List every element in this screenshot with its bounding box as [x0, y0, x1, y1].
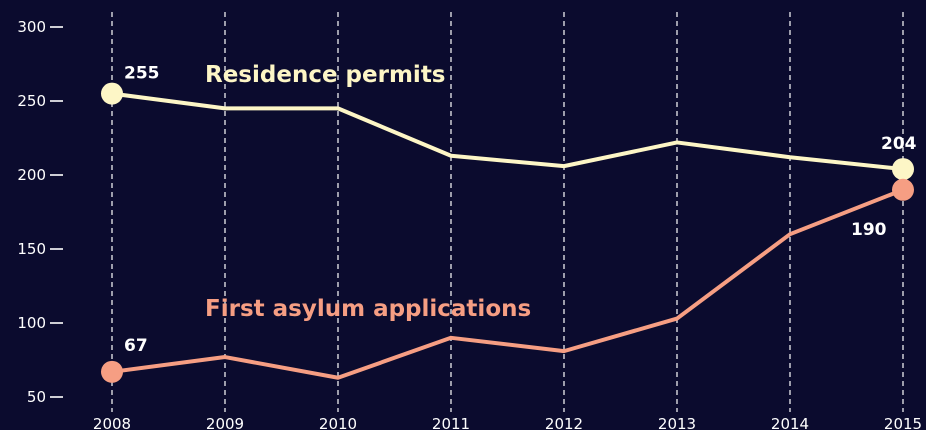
x-tick-label-2013: 2013: [658, 415, 696, 430]
data-labels: 255 204 67 190: [124, 64, 917, 356]
x-tick-label-2012: 2012: [545, 415, 583, 430]
data-label-first-asylum-applications-2015: 190: [851, 220, 887, 240]
series-line-first-asylum-applications: [110, 187, 905, 380]
series-label-first-asylum-applications: First asylum applications: [205, 296, 531, 322]
series-label-residence-permits: Residence permits: [205, 62, 446, 88]
series-line-residence-permits: [110, 91, 905, 172]
y-tick-label-200: 200: [17, 166, 46, 184]
series-markers: [101, 82, 914, 383]
marker-first-asylum-applications-2015: [892, 178, 914, 201]
x-tick-label-2009: 2009: [206, 415, 244, 430]
y-tick-label-250: 250: [17, 92, 46, 110]
x-tick-label-2015: 2015: [884, 415, 922, 430]
x-tick-label-2014: 2014: [771, 415, 809, 430]
data-label-residence-permits-2015: 204: [881, 134, 917, 154]
x-axis: 2008 2009 2010 2011 2012 2013 2014 2015: [93, 415, 922, 430]
y-tick-label-150: 150: [17, 240, 46, 258]
marker-residence-permits-2015: [892, 158, 914, 181]
y-tick-label-300: 300: [17, 18, 46, 36]
series-labels: Residence permits First asylum applicati…: [205, 62, 531, 322]
x-tick-label-2010: 2010: [319, 415, 357, 430]
x-tick-label-2011: 2011: [432, 415, 470, 430]
vertical-grid-lines: [111, 12, 904, 412]
y-tick-label-50: 50: [27, 388, 46, 406]
series-lines: [110, 91, 905, 380]
data-label-residence-permits-2008: 255: [124, 64, 160, 84]
x-tick-label-2008: 2008: [93, 415, 131, 430]
y-axis: 50 100 150 200 250 300: [17, 18, 63, 406]
marker-first-asylum-applications-2008: [101, 360, 123, 383]
marker-residence-permits-2008: [101, 82, 123, 105]
y-tick-label-100: 100: [17, 314, 46, 332]
data-label-first-asylum-applications-2008: 67: [124, 336, 148, 356]
